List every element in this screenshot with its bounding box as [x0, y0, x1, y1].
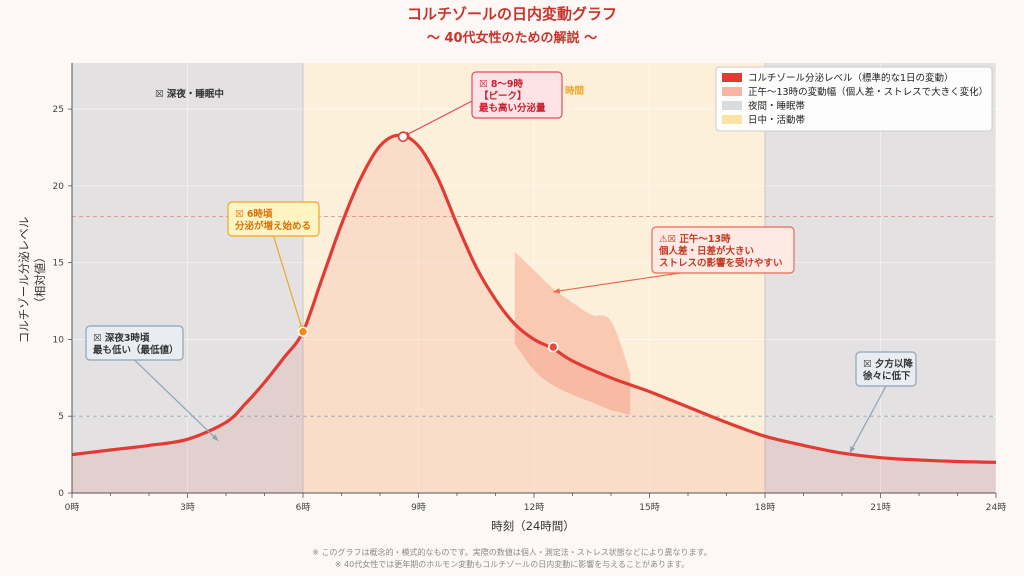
annotation-box-peak — [471, 71, 563, 119]
legend-swatch-1 — [722, 87, 742, 96]
legend-box — [715, 66, 993, 132]
legend: コルチゾール分泌レベル（標準的な1日の変動） 正午～13時の変動幅（個人差・ストレ… — [715, 66, 993, 132]
annotation-arrow-noon — [553, 272, 681, 293]
annotation-arrowhead-noon — [553, 288, 561, 294]
annotation-tail-peak: 時間 — [565, 85, 584, 97]
chart-title: コルチゾールの日内変動グラフ — [407, 5, 617, 23]
x-tick-label-3: 9時 — [411, 502, 426, 513]
annotation-text-min-0: ☒ 深夜3時頃 — [93, 332, 150, 344]
legend-label-3: 日中・活動帯 — [748, 114, 806, 126]
y-tick-label-1: 5 — [58, 412, 64, 422]
annotation-arrow-rise — [272, 235, 304, 332]
x-tick-label-4: 12時 — [524, 502, 544, 513]
annotation-arrow-peak — [402, 100, 473, 138]
legend-swatch-0 — [722, 73, 742, 82]
annotation-box-noon — [651, 226, 795, 274]
x-tick-label-2: 6時 — [296, 502, 311, 513]
data-marker-1 — [397, 131, 409, 143]
x-tick-label-1: 3時 — [180, 502, 195, 513]
annotation-arrowhead-evening — [849, 446, 856, 454]
y-axis-label: コルチゾール分泌レベル — [17, 217, 31, 344]
x-tick-label-6: 18時 — [755, 502, 775, 513]
annotation-box-evening — [855, 351, 917, 387]
annotation-box-min — [85, 325, 184, 361]
legend-label-1: 正午～13時の変動幅（個人差・ストレスで大きく変化） — [748, 86, 988, 98]
x-axis-label: 時刻（24時間） — [491, 519, 575, 533]
annotation-text-peak-0: ☒ 8～9時 — [479, 78, 524, 90]
y-tick-label-5: 25 — [53, 105, 64, 115]
annotation-text-rise-1: 分泌が増え始める — [235, 220, 311, 232]
annotation-arrow-evening — [849, 385, 887, 454]
data-marker-2 — [547, 341, 559, 353]
annotation-text-peak-2: 最も高い分泌量 — [479, 102, 546, 114]
legend-swatch-3 — [722, 115, 742, 124]
legend-label-2: 夜間・睡眠帯 — [748, 100, 806, 112]
curve-area-fill — [72, 135, 996, 493]
y-tick-label-0: 0 — [58, 489, 64, 499]
annotation-text-min-1: 最も低い（最低値） — [93, 344, 179, 356]
chart-subtitle: ～ 40代女性のための解説 ～ — [427, 30, 597, 46]
annotation-text-peak-1: 【ピーク】 — [479, 90, 527, 102]
x-tick-label-7: 21時 — [870, 502, 890, 513]
footnote-1: ※ このグラフは概念的・模式的なものです。実際の数値は個人・測定法・ストレス状態… — [312, 547, 711, 557]
annotation-arrow-min — [134, 359, 219, 442]
data-marker-0 — [297, 326, 309, 338]
annotation-night: ☒ 深夜・睡眠中 — [155, 88, 224, 100]
y-axis-label-unit: （相対値） — [33, 251, 47, 309]
y-tick-label-2: 10 — [53, 335, 65, 345]
annotation-text-noon-2: ストレスの影響を受けやすい — [659, 257, 783, 269]
annotation-text-noon-0: ⚠☒ 正午～13時 — [659, 233, 731, 245]
legend-label-0: コルチゾール分泌レベル（標準的な1日の変動） — [748, 72, 954, 84]
x-tick-label-0: 0時 — [65, 502, 80, 513]
annotation-text-rise-0: ☒ 6時頃 — [235, 208, 273, 220]
annotation-arrowhead-min — [211, 434, 219, 441]
cortisol-line — [71, 133, 997, 464]
annotation-text-night-0: ☒ 深夜・睡眠中 — [155, 88, 224, 100]
annotation-text-evening-1: 徐々に低下 — [862, 370, 911, 382]
y-tick-label-3: 15 — [53, 259, 64, 269]
footnote-2: ※ 40代女性では更年期のホルモン変動もコルチゾールの日内変動に影響を与えること… — [335, 559, 689, 569]
legend-swatch-2 — [722, 101, 742, 110]
x-tick-label-8: 24時 — [986, 502, 1006, 513]
annotation-box-rise — [227, 201, 320, 237]
y-tick-label-4: 20 — [53, 182, 65, 192]
annotation-text-noon-1: 個人差・日差が大きい — [658, 245, 754, 257]
annotation-peak: ☒ 8～9時【ピーク】最も高い分泌量 時間 — [471, 71, 584, 119]
x-tick-label-5: 15時 — [639, 502, 659, 513]
annotation-text-evening-0: ☒ 夕方以降 — [863, 358, 913, 370]
